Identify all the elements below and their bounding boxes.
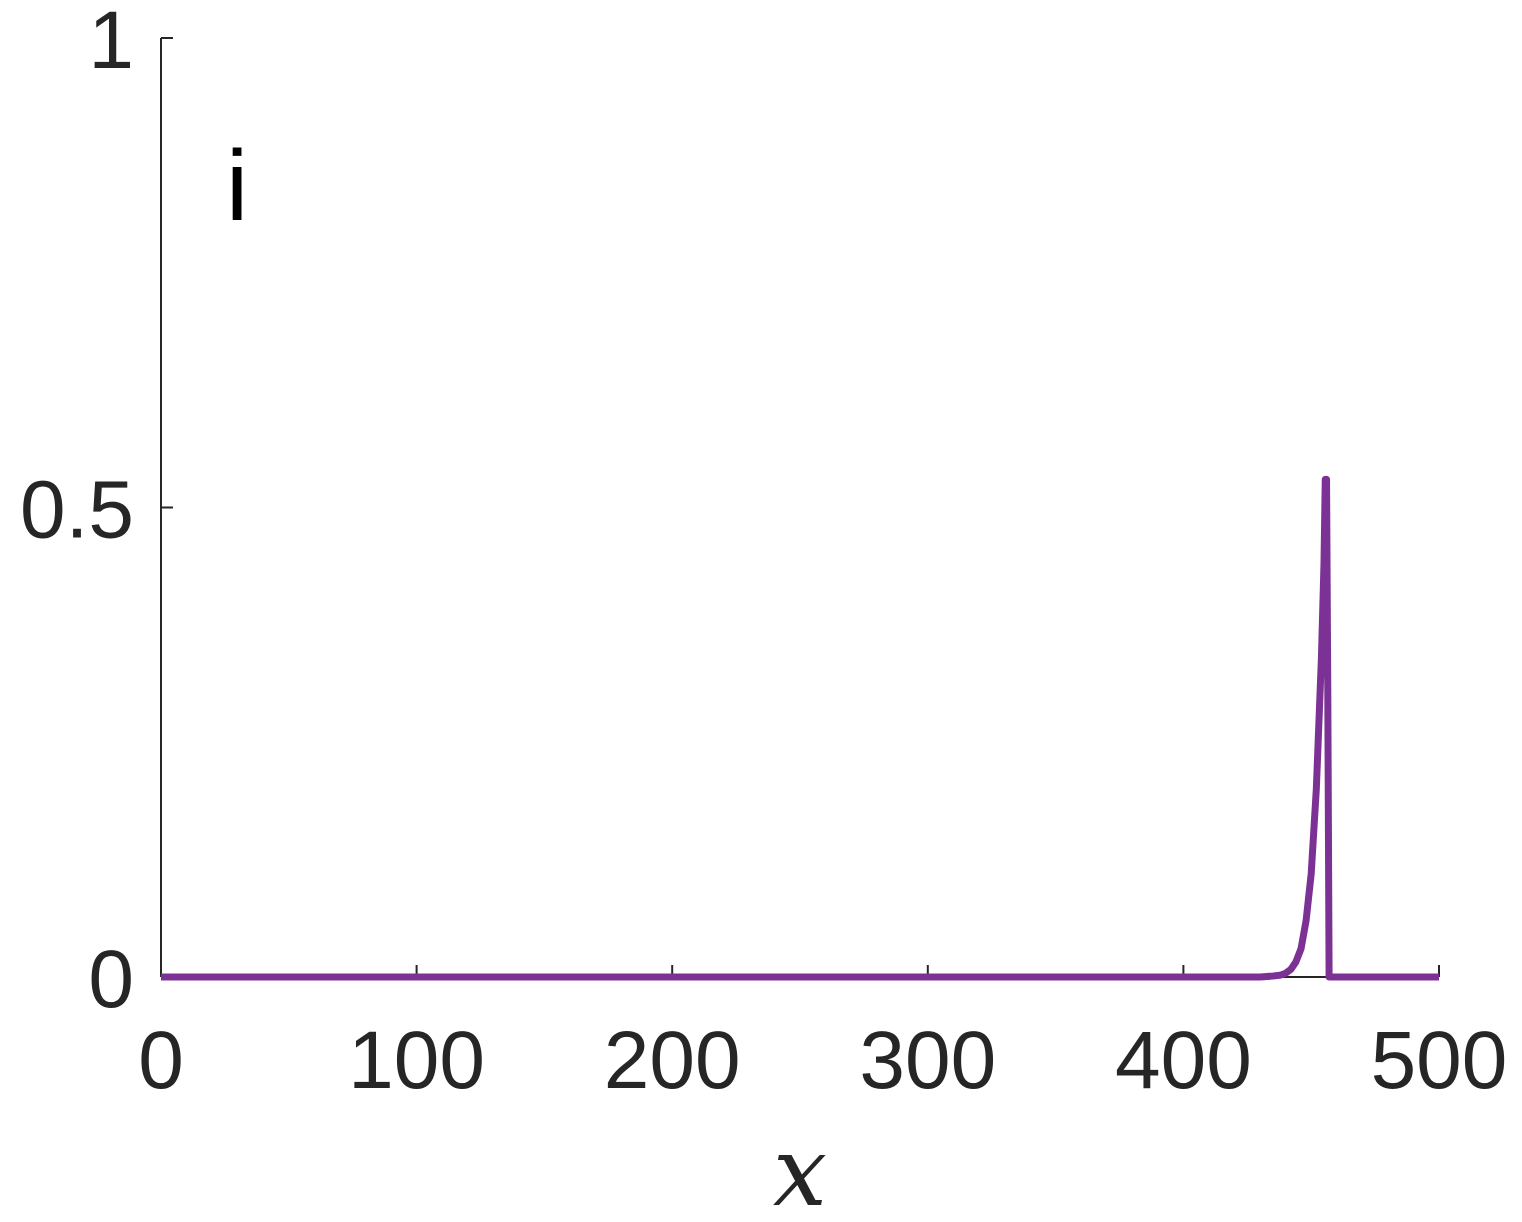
- y-tick-label: 0: [88, 934, 134, 1025]
- x-axis-title: x: [773, 1116, 827, 1222]
- x-tick-label: 300: [859, 1015, 996, 1106]
- series-line: [161, 475, 1439, 981]
- x-tick-label: 0: [138, 1015, 184, 1106]
- axes: [160, 37, 1440, 978]
- panel-label: i: [226, 130, 248, 242]
- x-tick-label: 100: [348, 1015, 485, 1106]
- y-tick-label: 0.5: [20, 465, 134, 556]
- x-tick-label: 500: [1371, 1015, 1508, 1106]
- series-layer: [161, 475, 1439, 981]
- y-tick-label: 1: [88, 0, 134, 86]
- x-tick-label: 400: [1115, 1015, 1252, 1106]
- tick-labels: 0 100 200 300 400 500 0 0.5 1: [20, 0, 1507, 1106]
- x-tick-label: 200: [604, 1015, 741, 1106]
